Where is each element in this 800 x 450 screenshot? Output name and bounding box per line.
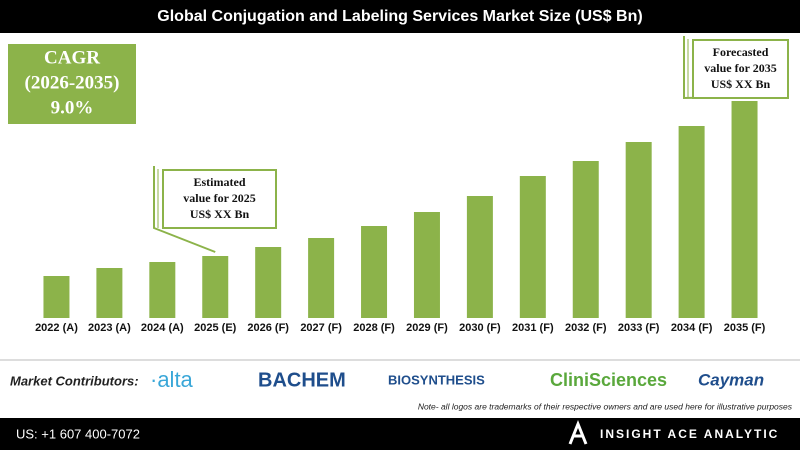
footer-bar [0,418,800,450]
cagr-value: 9.0% [51,97,94,118]
callout-text: US$ XX Bn [190,207,250,221]
bar [519,176,546,318]
bar [361,226,388,318]
contributor-logo: ·alta [150,367,194,392]
contributor-logo: BACHEM [258,369,346,391]
title-bar [0,0,800,33]
bar [625,142,652,318]
x-tick-label: 2030 (F) [459,322,501,334]
bar [466,196,493,318]
note: Note- all logos are trademarks of their … [418,401,793,411]
contributor-logo: BIOSYNTHESIS [388,372,485,387]
cagr-period: (2026-2035) [25,72,120,93]
callout-text: Estimated [194,175,246,189]
bar [202,256,229,318]
contributor-logo: CliniSciences [550,370,667,390]
x-tick-label: 2034 (F) [671,322,713,334]
x-tick-label: 2029 (F) [406,322,448,334]
callout-line [153,166,216,253]
x-tick-label: 2033 (F) [618,322,660,334]
bar [572,161,599,318]
bar [96,268,123,318]
bar [731,101,758,318]
bar [43,276,70,318]
x-tick-label: 2032 (F) [565,322,607,334]
x-tick-label: 2027 (F) [300,322,342,334]
bar [413,212,440,318]
bar [678,126,705,318]
callout-box [692,39,789,99]
footer-brand: INSIGHT ACE ANALYTIC [600,427,779,441]
chart-title: Global Conjugation and Labeling Services… [157,8,642,25]
callout-box [162,169,277,229]
x-tick-label: 2024 (A) [141,322,184,334]
x-tick-label: 2025 (E) [194,322,237,334]
brand-icon [568,419,588,445]
callout-text: value for 2035 [704,61,776,75]
cagr-box [8,44,136,124]
x-tick-label: 2026 (F) [247,322,289,334]
cagr-label: CAGR [44,47,100,68]
callout-text: value for 2025 [183,191,255,205]
contributor-logo: Cayman [698,370,764,389]
x-tick-label: 2022 (A) [35,322,78,334]
callout-text: US$ XX Bn [711,77,771,91]
contributors-label: Market Contributors: [10,373,139,388]
x-tick-label: 2023 (A) [88,322,131,334]
bar [255,247,282,318]
bar [149,262,176,318]
footer-phone: US: +1 607 400-7072 [16,426,140,441]
x-tick-label: 2035 (F) [724,322,766,334]
x-tick-label: 2028 (F) [353,322,395,334]
x-tick-label: 2031 (F) [512,322,554,334]
callout-text: Forecasted [713,45,769,59]
bar [308,238,335,318]
